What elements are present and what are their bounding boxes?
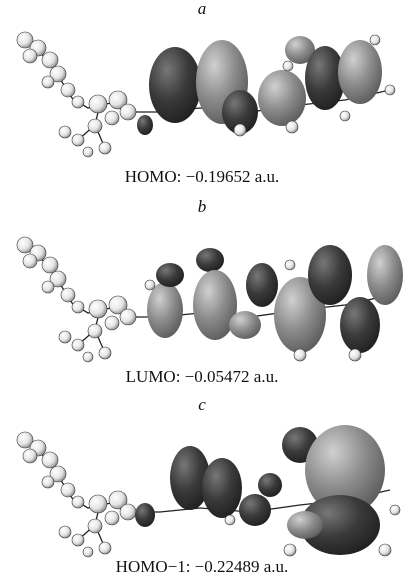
panel-caption: HOMO: −0.19652 a.u. — [125, 167, 280, 186]
figure: a HOMO: −0.19652 a.u. b LUMO: −0.05472 a… — [0, 0, 404, 581]
panel-label: a — [198, 0, 207, 18]
molecule-image — [17, 425, 400, 557]
molecule-image — [17, 237, 403, 362]
panel-label: c — [198, 395, 206, 414]
panel-label: b — [198, 197, 207, 216]
molecule-image — [17, 32, 395, 157]
panel-caption: LUMO: −0.05472 a.u. — [126, 367, 279, 386]
page: a HOMO: −0.19652 a.u. b LUMO: −0.05472 a… — [0, 0, 404, 581]
panel-caption: HOMO−1: −0.22489 a.u. — [116, 557, 289, 576]
